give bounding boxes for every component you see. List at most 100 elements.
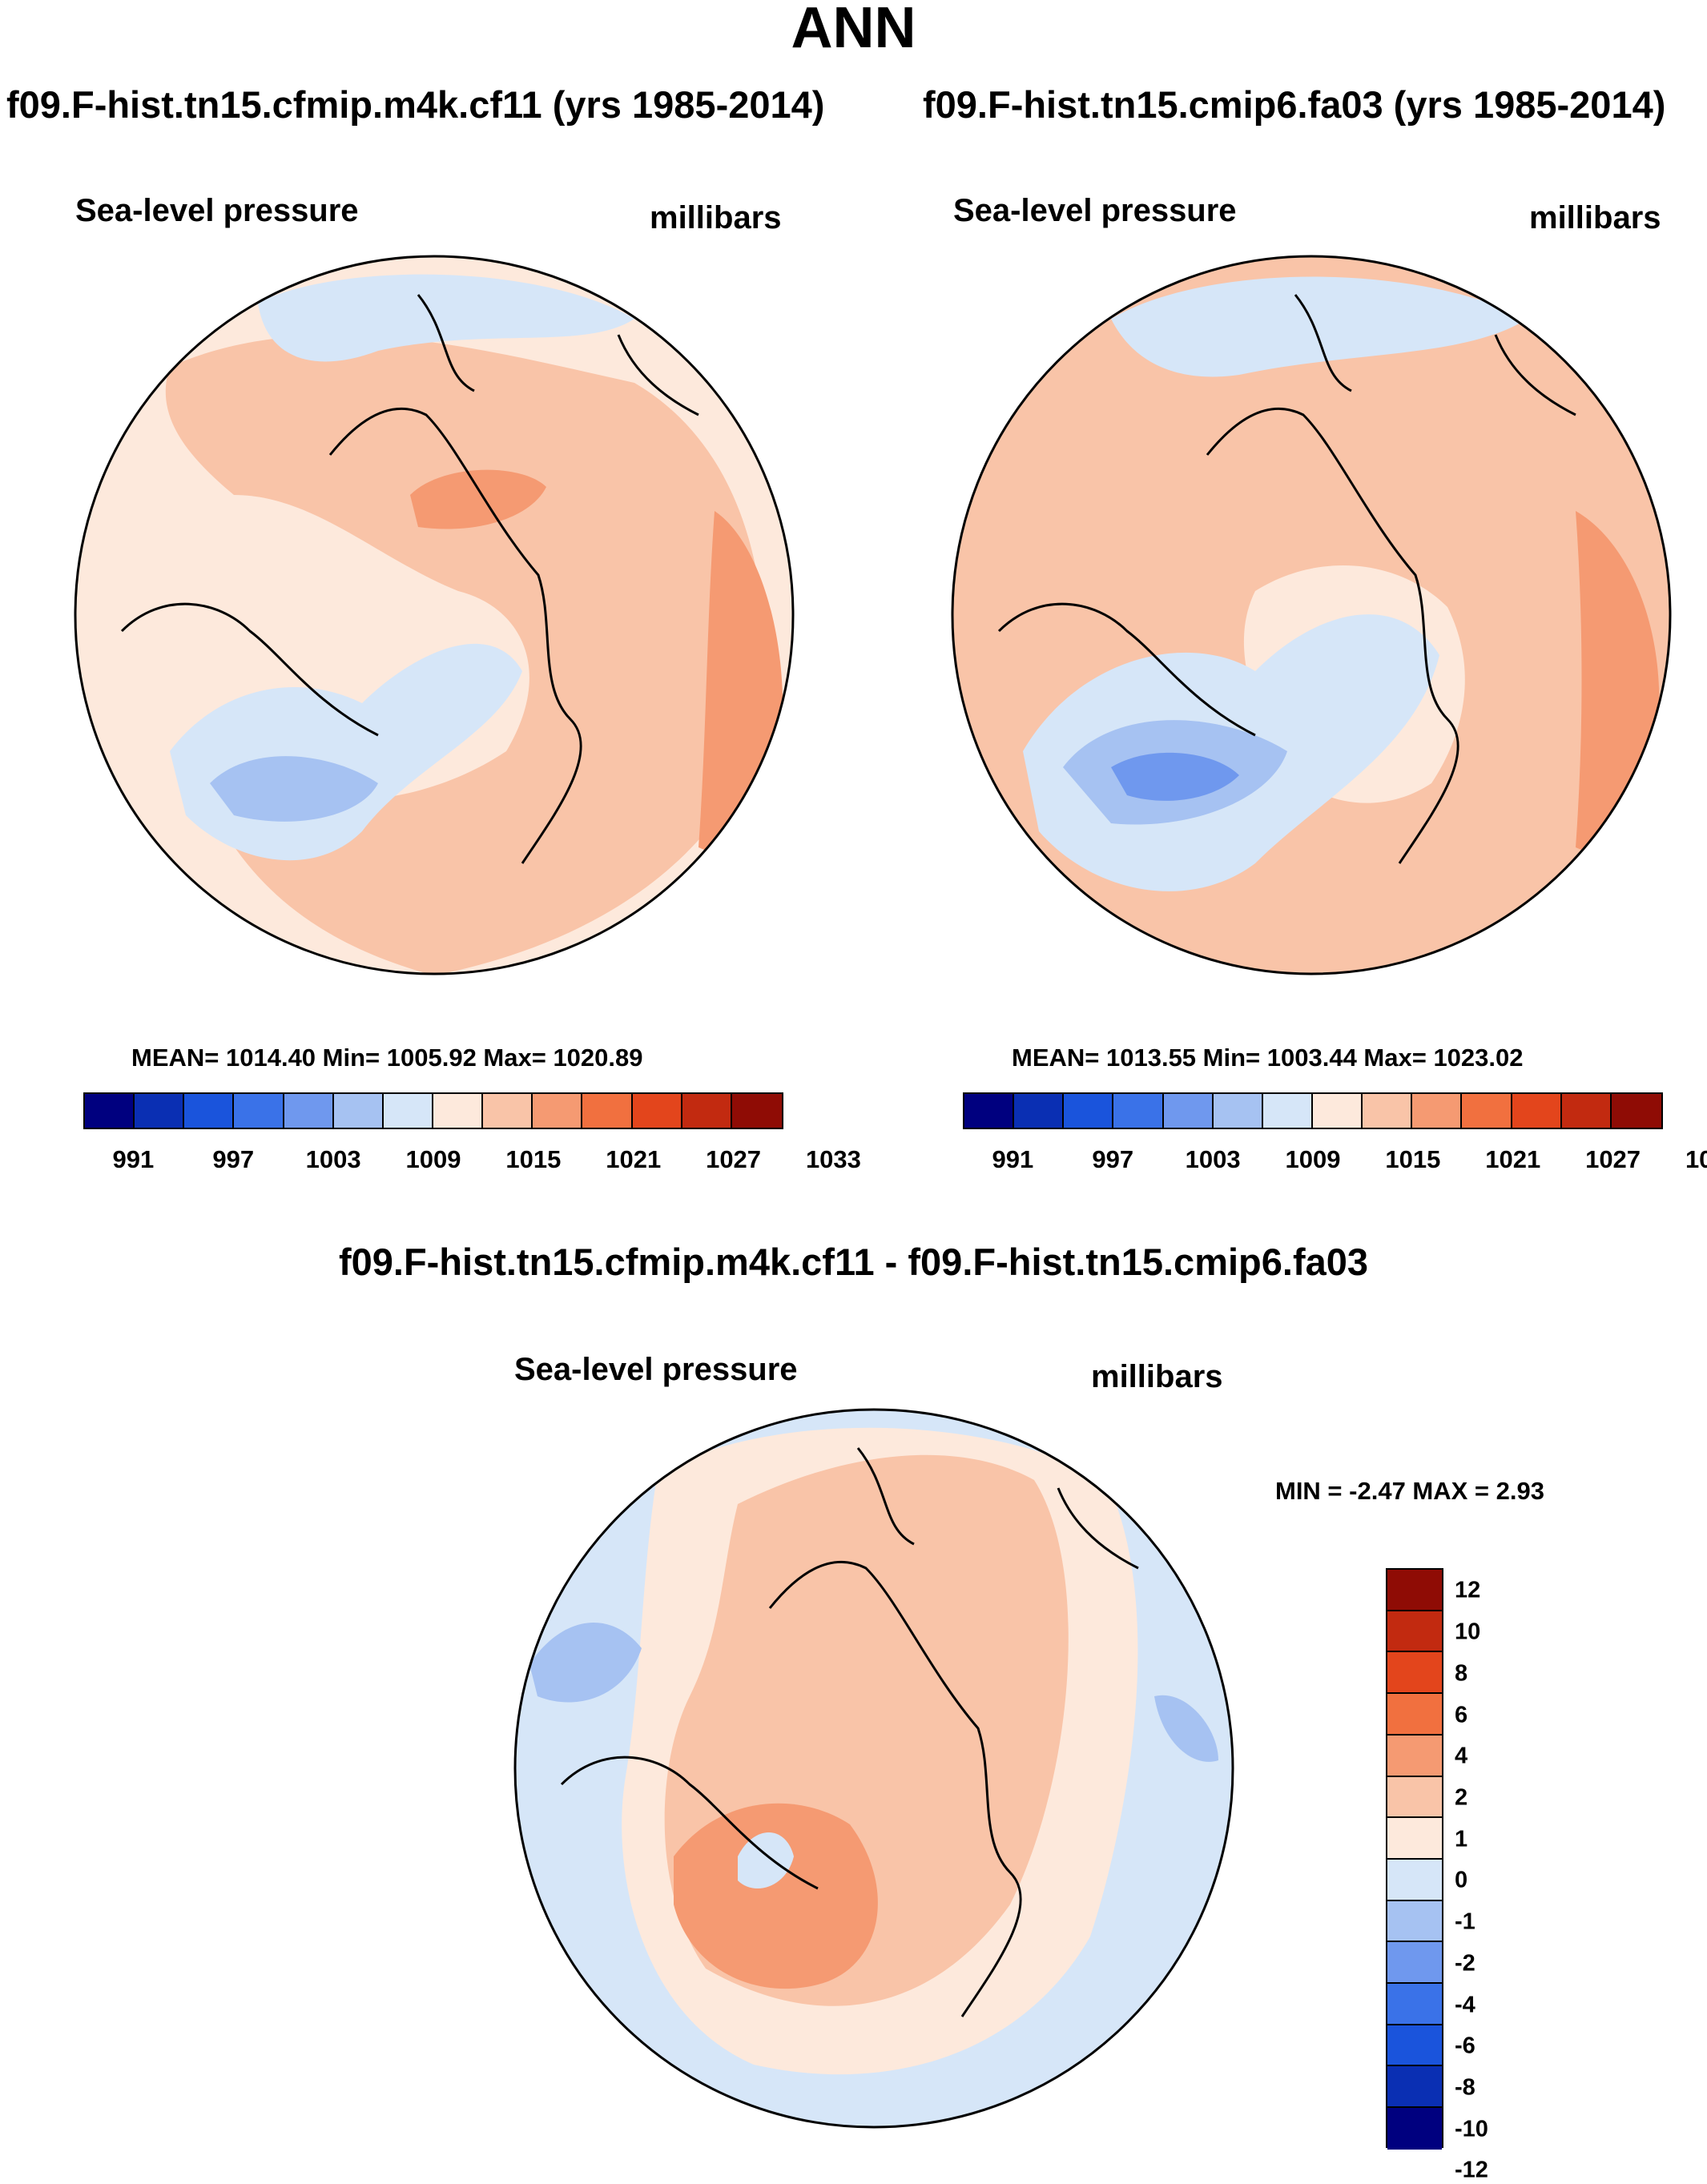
colorbar-tick-label: 12 [1455, 1577, 1481, 1603]
colorbar-tick-label: 1015 [505, 1145, 562, 1173]
colorbar-swatch [234, 1094, 284, 1128]
diff-title: f09.F-hist.tn15.cfmip.m4k.cf11 - f09.F-h… [338, 1241, 1369, 1283]
colorbar-swatch [1387, 1984, 1442, 2025]
colorbar-swatch [1387, 1818, 1442, 1860]
colorbar-tick-label: -2 [1455, 1950, 1476, 1977]
colorbar-swatch [1462, 1094, 1512, 1128]
panel-b-coastline [997, 294, 1576, 864]
colorbar-swatch [1363, 1094, 1413, 1128]
panel-a-units-label: millibars [650, 200, 782, 235]
panel-a-variable-label: Sea-level pressure [75, 193, 359, 228]
colorbar-swatch [184, 1094, 235, 1128]
diff-contour-pacific-low [529, 1622, 642, 1703]
colorbar-swatch [1163, 1094, 1214, 1128]
colorbar-swatch [1512, 1094, 1562, 1128]
panel-b-variable-label: Sea-level pressure [953, 193, 1237, 228]
panel-a-stats: MEAN= 1014.40 Min= 1005.92 Max= 1020.89 [131, 1044, 643, 1072]
colorbar-tick-label: 1015 [1385, 1145, 1441, 1173]
colorbar-swatch [1387, 1652, 1442, 1695]
colorbar-swatch [1064, 1094, 1114, 1128]
colorbar-tick-label: 1033 [805, 1145, 861, 1173]
colorbar-tick-label: 1003 [305, 1145, 361, 1173]
diff-stats: MIN = -2.47 MAX = 2.93 [1275, 1477, 1544, 1505]
colorbar-swatch [1113, 1094, 1164, 1128]
colorbar-tick-label: -12 [1455, 2157, 1488, 2183]
figure-title: ANN [791, 0, 916, 60]
colorbar-tick-label: 997 [1092, 1145, 1134, 1173]
colorbar-swatch [1387, 1900, 1442, 1943]
colorbar-swatch [284, 1094, 334, 1128]
colorbar-swatch [964, 1094, 1015, 1128]
colorbar-tick-label: 1021 [606, 1145, 662, 1173]
panel-a-polar-map [74, 255, 795, 975]
colorbar-swatch [433, 1094, 484, 1128]
colorbar-tick-label: 4 [1455, 1743, 1468, 1769]
colorbar-swatch [1387, 1942, 1442, 1985]
colorbar-swatch [1611, 1094, 1661, 1128]
colorbar-swatch [1387, 1570, 1442, 1611]
diff-contour-local-low [738, 1832, 794, 1888]
colorbar-swatch [731, 1094, 782, 1128]
panel-b-contour-low-pacific [1111, 276, 1528, 377]
colorbar-tick-label: 1009 [405, 1145, 461, 1173]
case-a-title: f09.F-hist.tn15.cfmip.m4k.cf11 (yrs 1985… [6, 83, 825, 126]
colorbar-swatch [333, 1094, 384, 1128]
colorbar-swatch [582, 1094, 633, 1128]
colorbar-swatch [533, 1094, 583, 1128]
diff-polar-map [513, 1408, 1234, 2129]
colorbar-swatch [1387, 1611, 1442, 1653]
case-b-title: f09.F-hist.tn15.cmip6.fa03 (yrs 1985-201… [923, 83, 1666, 126]
colorbar-swatch [1412, 1094, 1463, 1128]
panel-b-polar-map [951, 255, 1672, 975]
colorbar-swatch [1387, 2066, 1442, 2109]
diff-colorbar [1386, 1568, 1443, 2150]
panel-a-contour-arctic-high [410, 469, 546, 529]
colorbar-swatch [1387, 2108, 1442, 2150]
colorbar-swatch [85, 1094, 135, 1128]
panel-a-contour-iceland-low [210, 756, 378, 822]
diff-contour-east-low [1154, 1695, 1218, 1762]
panel-b-stats: MEAN= 1013.55 Min= 1003.44 Max= 1023.02 [1012, 1044, 1524, 1072]
colorbar-tick-label: 1033 [1685, 1145, 1707, 1173]
colorbar-swatch [135, 1094, 185, 1128]
colorbar-tick-label: -4 [1455, 1992, 1476, 2018]
panel-a-colorbar [83, 1092, 783, 1129]
panel-a-coastline [120, 294, 699, 864]
colorbar-tick-label: -8 [1455, 2074, 1476, 2101]
colorbar-swatch [1312, 1094, 1363, 1128]
colorbar-tick-label: 997 [212, 1145, 255, 1173]
diff-units-label: millibars [1091, 1359, 1223, 1394]
colorbar-tick-label: -6 [1455, 2033, 1476, 2059]
colorbar-swatch [383, 1094, 433, 1128]
colorbar-tick-label: 1009 [1285, 1145, 1341, 1173]
colorbar-tick-label: 1021 [1485, 1145, 1541, 1173]
panel-a-contour-low-pacific [258, 274, 634, 362]
colorbar-tick-label: 1 [1455, 1826, 1468, 1852]
colorbar-swatch [1387, 1735, 1442, 1777]
colorbar-tick-label: 991 [112, 1145, 155, 1173]
colorbar-tick-label: 1027 [1585, 1145, 1641, 1173]
colorbar-tick-label: 991 [992, 1145, 1034, 1173]
colorbar-tick-label: -10 [1455, 2116, 1488, 2142]
diff-contour-2-4 [674, 1803, 878, 1989]
colorbar-tick-label: 1003 [1185, 1145, 1241, 1173]
colorbar-swatch [1387, 1859, 1442, 1901]
colorbar-swatch [1561, 1094, 1612, 1128]
colorbar-swatch [682, 1094, 732, 1128]
colorbar-tick-label: 2 [1455, 1784, 1468, 1811]
colorbar-swatch [1387, 2025, 1442, 2067]
colorbar-swatch [1387, 1776, 1442, 1819]
colorbar-swatch [1213, 1094, 1263, 1128]
colorbar-tick-label: -1 [1455, 1908, 1476, 1935]
colorbar-swatch [1014, 1094, 1065, 1128]
colorbar-tick-label: 10 [1455, 1619, 1481, 1645]
colorbar-tick-label: 1027 [706, 1145, 762, 1173]
panel-b-contour-iceland-core [1111, 752, 1239, 801]
colorbar-swatch [1387, 1694, 1442, 1736]
colorbar-tick-label: 6 [1455, 1702, 1468, 1728]
diff-coastline [560, 1447, 1139, 2017]
colorbar-tick-label: 8 [1455, 1660, 1468, 1687]
panel-b-colorbar [963, 1092, 1663, 1129]
colorbar-swatch [632, 1094, 682, 1128]
colorbar-swatch [1262, 1094, 1313, 1128]
